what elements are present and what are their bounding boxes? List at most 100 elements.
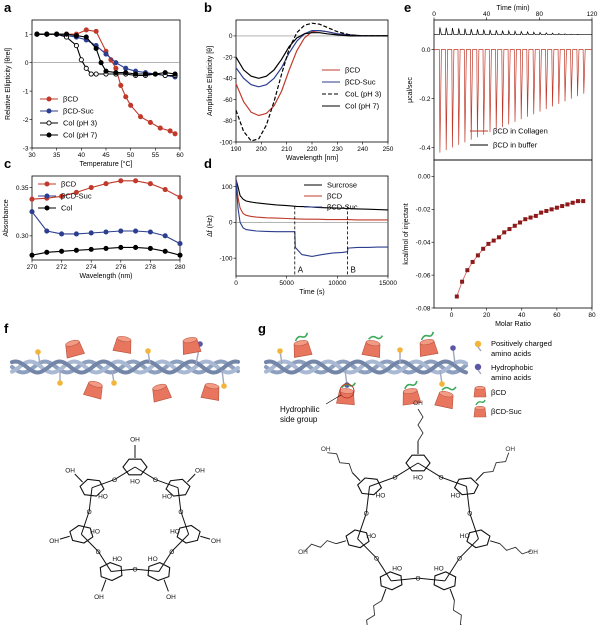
- substituent-bond: [101, 579, 107, 592]
- glucose-unit: O OH HO: [451, 446, 515, 539]
- panel-label-d: d: [204, 156, 212, 171]
- glycosidic-bond: [365, 486, 371, 514]
- x-tick-label: 190: [231, 146, 242, 153]
- legend-entry: Col (pH 7): [322, 102, 380, 111]
- data-point: [162, 233, 168, 239]
- data-point: [177, 252, 183, 258]
- oh-label: OH: [49, 538, 59, 545]
- oh-label: OH: [413, 400, 423, 407]
- betacd-icon: [182, 337, 202, 355]
- legend-hydrophobic-line1: Hydrophobic: [491, 363, 533, 372]
- panel-label-f: f: [4, 321, 9, 336]
- glycosidic-bond: [469, 513, 479, 539]
- glycosidic-bond: [80, 511, 90, 535]
- x-tick-label: 240: [357, 146, 368, 153]
- succinyl-group: [420, 331, 435, 341]
- chart-e-itc-raw: 0 40 80 120 Time (min) 0.0 -0.2 -0.4 μcal/sec βCD…: [407, 5, 598, 161]
- data-point: [539, 210, 544, 215]
- legend-positive-line2: amino acids: [491, 349, 531, 358]
- ring-oxygen-label: O: [96, 549, 101, 556]
- glycosidic-bond: [180, 511, 190, 535]
- betacd-rim: [365, 340, 381, 347]
- legend-label: βCD-Suc: [345, 78, 376, 87]
- betacd-legend-icon: [473, 385, 487, 398]
- data-point: [491, 238, 496, 243]
- glycosidic-bond: [88, 487, 93, 512]
- y-tick-label: -1: [23, 88, 29, 95]
- series--cd-suc: [235, 179, 388, 257]
- legend-marker: [44, 205, 50, 211]
- data-point: [123, 70, 129, 76]
- hydrophobic-aa-icon: [474, 363, 482, 371]
- y-tick-label: -3: [23, 145, 29, 152]
- y-tick-label: 0.00: [418, 174, 431, 181]
- y-axis-label: Absorbance: [3, 199, 10, 236]
- glycosidic-bond: [158, 551, 173, 572]
- positive-aa-icon: [35, 349, 41, 355]
- data-point: [93, 45, 99, 51]
- data-point: [486, 241, 491, 246]
- data-point: [465, 268, 470, 273]
- data-point: [460, 279, 465, 284]
- glycosidic-bond: [91, 479, 115, 489]
- betacd-rim: [439, 391, 454, 398]
- legend-entry: Col (pH 3): [40, 119, 98, 128]
- x-tick-label: 280: [175, 264, 186, 271]
- glucose-ring: [433, 571, 457, 591]
- x-tick-label: 276: [115, 264, 126, 271]
- x-tick-label: 5000: [279, 280, 294, 287]
- data-point: [147, 229, 153, 235]
- data-point: [512, 223, 517, 228]
- hydrophobic-aa-stem: [477, 369, 482, 375]
- y-tick-label: 0: [229, 33, 233, 40]
- collagen-helix-g: [264, 331, 468, 410]
- succinyl-group: [441, 386, 457, 391]
- oh-label: OH: [321, 446, 331, 453]
- glycosidic-bond: [114, 466, 136, 481]
- panel-label-a: a: [4, 0, 12, 15]
- data-point: [147, 181, 153, 187]
- data-point: [44, 249, 50, 255]
- y-axis-label: Amplitude Ellipticity [θ]: [207, 46, 214, 116]
- glucose-ring: [176, 524, 201, 544]
- legend-label: Col (pH 7): [63, 131, 98, 140]
- glucose-unit: O OH HO: [49, 487, 100, 545]
- x-tick-label: 35: [53, 152, 61, 159]
- positive-aa-icon: [474, 340, 482, 348]
- y-tick-label: 100: [222, 184, 233, 191]
- glycosidic-bond: [369, 476, 396, 487]
- data-point: [29, 209, 35, 215]
- glucose-unit: O OH HO: [405, 400, 467, 487]
- data-point: [162, 186, 168, 193]
- series-line: [235, 179, 388, 257]
- data-point: [177, 241, 183, 247]
- x-tick-label: 270: [27, 264, 38, 271]
- data-point: [73, 231, 79, 237]
- panel-label-e: e: [404, 0, 411, 15]
- oh-label: OH: [130, 436, 140, 443]
- ho-label: HO: [98, 494, 108, 501]
- helix-strand: [264, 359, 468, 375]
- betacd-suc-legend-icon: [473, 399, 487, 418]
- glucose-ring: [79, 478, 105, 497]
- betacd-icon: [83, 380, 103, 400]
- data-point: [560, 204, 565, 209]
- helix-strand: [264, 359, 468, 375]
- x-tick-label: 80: [588, 312, 596, 319]
- data-point: [103, 245, 109, 251]
- x-tick-label: 20: [483, 312, 491, 319]
- x-tick-label: 40: [78, 152, 86, 159]
- legend-entry: βCD-Suc: [304, 203, 358, 212]
- ring-oxygen-label: O: [364, 511, 369, 518]
- legend-label: βCD-Suc: [63, 107, 94, 116]
- data-point: [172, 71, 178, 77]
- betacd-rim: [116, 336, 132, 343]
- series-line: [235, 32, 388, 79]
- glucose-unit: O OH HO: [81, 533, 123, 601]
- data-point: [93, 71, 99, 77]
- glucose-ring: [147, 562, 171, 582]
- legend-marker: [44, 181, 50, 187]
- series-line: [235, 179, 389, 211]
- positive-aa-icon: [397, 347, 403, 353]
- glycosidic-bond: [459, 538, 479, 559]
